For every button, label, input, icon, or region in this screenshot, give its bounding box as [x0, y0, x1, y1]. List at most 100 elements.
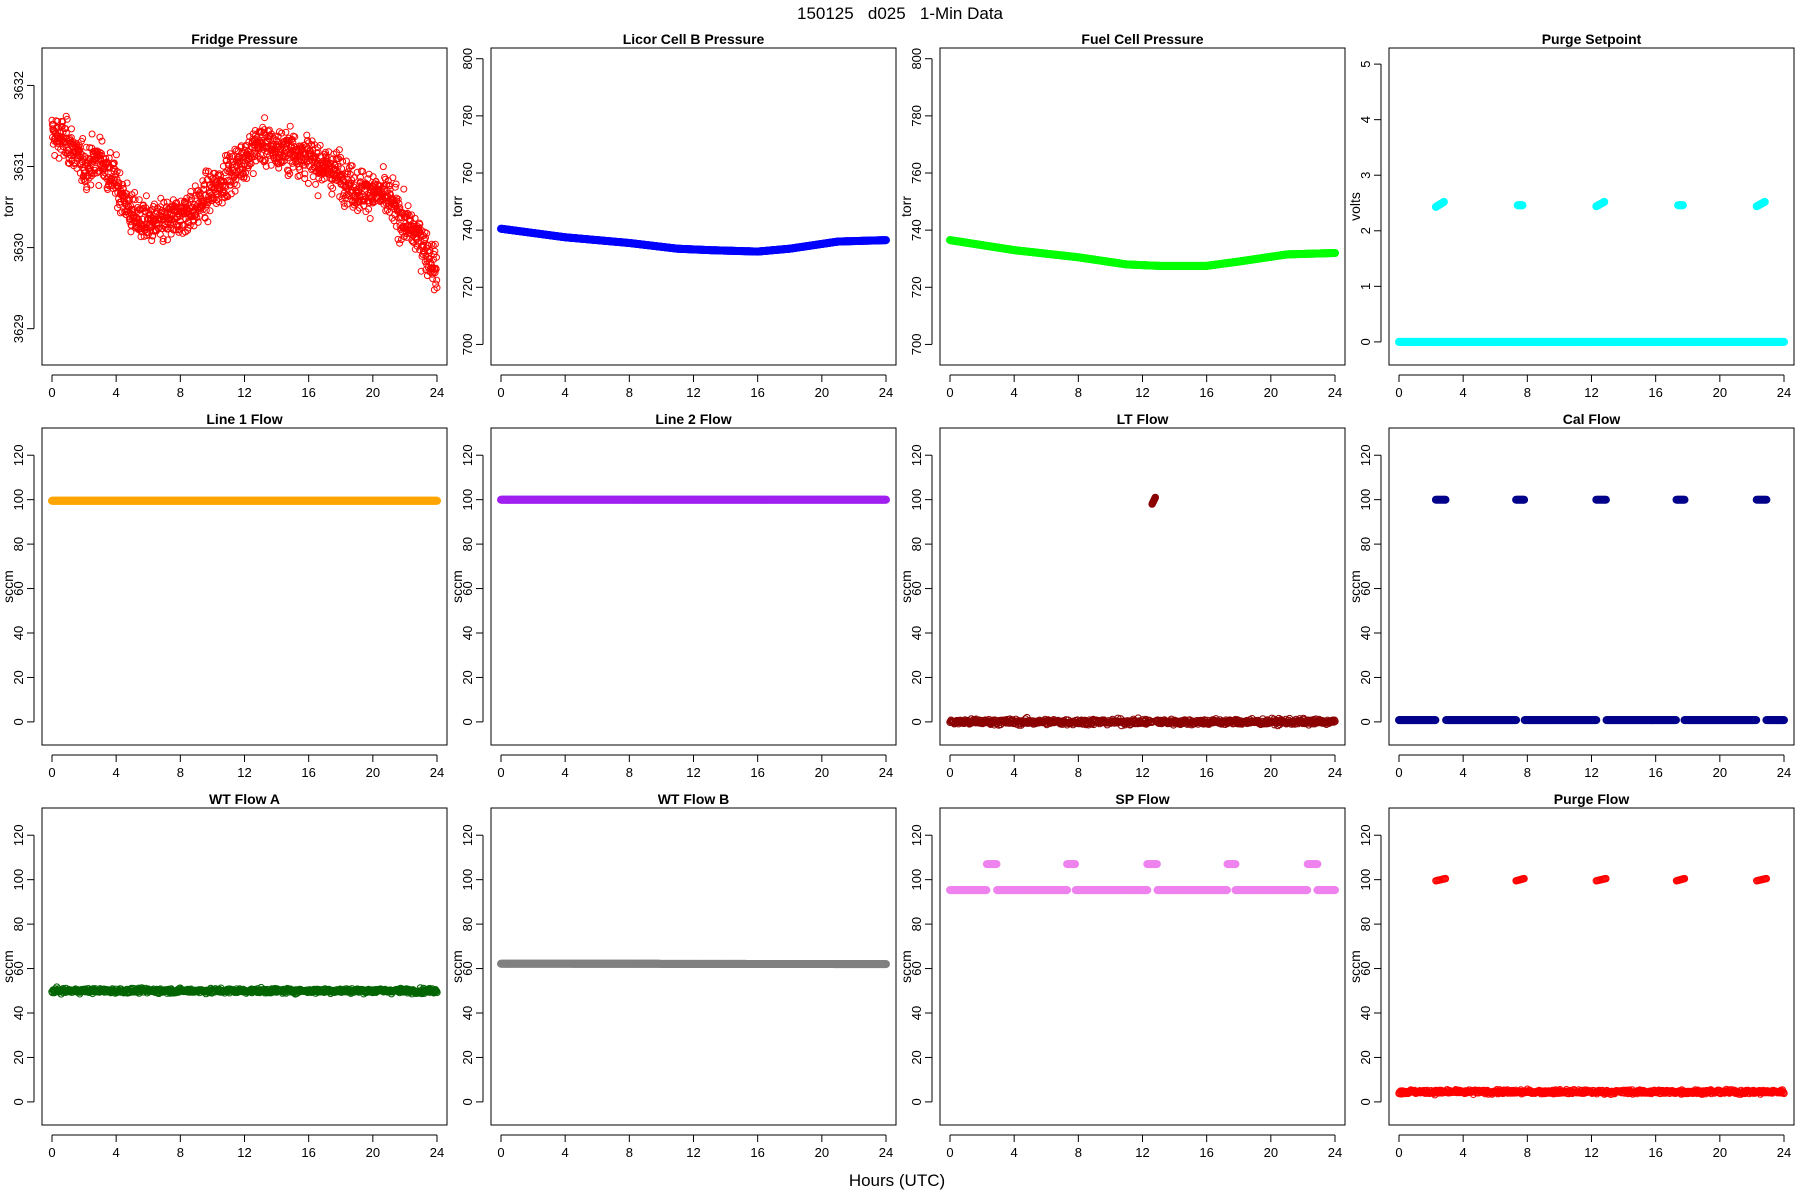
data-point — [337, 153, 344, 161]
data-point — [130, 214, 137, 222]
data-point — [226, 153, 233, 161]
y-axis-label: torr — [449, 196, 465, 217]
x-tick-label: 20 — [1264, 385, 1278, 400]
data-point — [159, 238, 167, 245]
panel-title: Line 1 Flow — [206, 411, 282, 427]
data-point — [1760, 197, 1769, 206]
x-tick-label: 8 — [1075, 385, 1082, 400]
data-point — [284, 172, 292, 180]
data-point — [145, 230, 152, 238]
data-point — [199, 205, 207, 213]
x-tick-label: 0 — [1395, 385, 1402, 400]
data-point — [115, 179, 123, 187]
data-point — [271, 132, 279, 140]
data-point — [348, 162, 356, 170]
panel-title: Fridge Pressure — [191, 31, 298, 47]
y-tick-label: 3630 — [11, 233, 26, 262]
y-axis-label: torr — [0, 196, 16, 217]
x-tick-label: 12 — [237, 765, 251, 780]
x-tick-label: 16 — [1199, 385, 1213, 400]
data-point — [379, 163, 387, 171]
data-point — [359, 193, 367, 201]
data-point — [231, 187, 239, 195]
x-tick-label: 8 — [177, 385, 184, 400]
data-point — [99, 171, 107, 179]
x-tick-label: 24 — [1777, 385, 1791, 400]
y-tick-label: 60 — [11, 581, 26, 595]
data-point — [268, 130, 275, 138]
data-point — [159, 235, 167, 243]
data-point — [1331, 249, 1340, 258]
y-tick-label: 80 — [11, 537, 26, 551]
data-point — [416, 220, 424, 228]
data-point — [366, 215, 374, 222]
y-tick-label: 760 — [460, 162, 475, 184]
y-tick-label: 40 — [11, 626, 26, 640]
y-tick-label: 120 — [11, 444, 26, 466]
figure-xlabel: Hours (UTC) — [849, 1171, 945, 1190]
y-tick-label: 700 — [460, 334, 475, 356]
data-point — [431, 269, 439, 277]
x-tick-label: 12 — [686, 385, 700, 400]
x-tick-label: 4 — [113, 765, 120, 780]
data-point — [411, 214, 419, 222]
data-point — [394, 235, 402, 243]
data-point — [142, 192, 150, 200]
x-tick-label: 8 — [177, 765, 184, 780]
data-point — [360, 202, 368, 210]
data-point — [112, 151, 120, 159]
y-tick-label: 3632 — [11, 71, 26, 100]
data-point — [423, 229, 431, 237]
panel-title: Fuel Cell Pressure — [1081, 31, 1203, 47]
data-point — [308, 137, 316, 145]
data-point — [433, 253, 440, 261]
data-point — [286, 170, 294, 178]
data-point — [173, 199, 181, 207]
y-tick-label: 780 — [909, 105, 924, 127]
data-point — [322, 148, 329, 156]
x-tick-label: 12 — [1135, 385, 1149, 400]
data-point — [1518, 201, 1527, 210]
y-tick-label: 5 — [1358, 60, 1373, 67]
data-point — [62, 112, 70, 120]
data-point — [403, 209, 411, 217]
series-points — [48, 112, 441, 294]
data-point — [394, 195, 402, 203]
data-point — [83, 183, 91, 191]
data-point — [304, 179, 312, 187]
data-point — [272, 136, 280, 144]
data-point — [67, 134, 75, 142]
y-tick-label: 760 — [909, 162, 924, 184]
x-tick-label: 0 — [48, 765, 55, 780]
data-point — [334, 163, 342, 170]
data-point — [231, 172, 239, 180]
data-point — [135, 196, 143, 204]
data-point — [300, 158, 308, 166]
x-axis: 0 4 8 12 16 20 24 — [1395, 374, 1791, 400]
y-axis-label: sccm — [449, 570, 465, 603]
y-tick-label: 100 — [11, 489, 26, 511]
data-point — [200, 185, 208, 193]
data-point — [215, 198, 223, 206]
data-point — [424, 242, 432, 250]
x-axis: 0 4 8 12 16 20 24 — [946, 374, 1342, 400]
data-point — [164, 236, 171, 244]
y-tick-label: 780 — [460, 105, 475, 127]
x-tick-label: 24 — [1328, 385, 1342, 400]
data-point — [404, 202, 412, 210]
plot-frame — [939, 47, 1346, 366]
data-point — [1600, 197, 1609, 206]
data-point — [422, 234, 429, 242]
x-tick-label: 20 — [815, 385, 829, 400]
data-point — [233, 181, 241, 189]
data-point — [98, 137, 106, 145]
data-point — [116, 169, 124, 177]
data-point — [186, 222, 194, 229]
x-tick-label: 8 — [1524, 385, 1531, 400]
